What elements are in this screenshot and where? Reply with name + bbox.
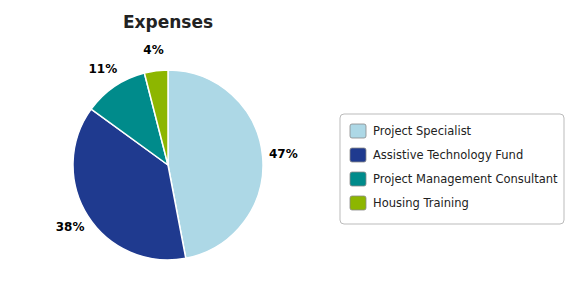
legend-label: Project Management Consultant [373, 172, 558, 186]
legend-label: Assistive Technology Fund [373, 148, 523, 162]
pie [73, 70, 263, 260]
legend-swatch [350, 172, 366, 186]
legend: Project Specialist Assistive Technology F… [340, 114, 564, 224]
chart-container: Expenses 47% 38% 11% 4% Project Specialist Ass… [0, 0, 570, 301]
data-label: 38% [56, 220, 85, 234]
legend-swatch [350, 124, 366, 138]
pie-slice [168, 70, 263, 258]
legend-label: Project Specialist [373, 124, 472, 138]
data-label: 4% [143, 43, 163, 57]
legend-box [340, 114, 564, 224]
legend-swatch [350, 148, 366, 162]
data-label: 47% [269, 147, 298, 161]
data-label: 11% [88, 62, 117, 76]
data-labels: 47% 38% 11% 4% [56, 43, 298, 234]
chart: Expenses 47% 38% 11% 4% Project Specialist Ass… [0, 0, 570, 301]
legend-label: Housing Training [373, 196, 469, 210]
pie-slice [144, 70, 168, 165]
title: Expenses [123, 12, 213, 32]
legend-swatch [350, 196, 366, 210]
